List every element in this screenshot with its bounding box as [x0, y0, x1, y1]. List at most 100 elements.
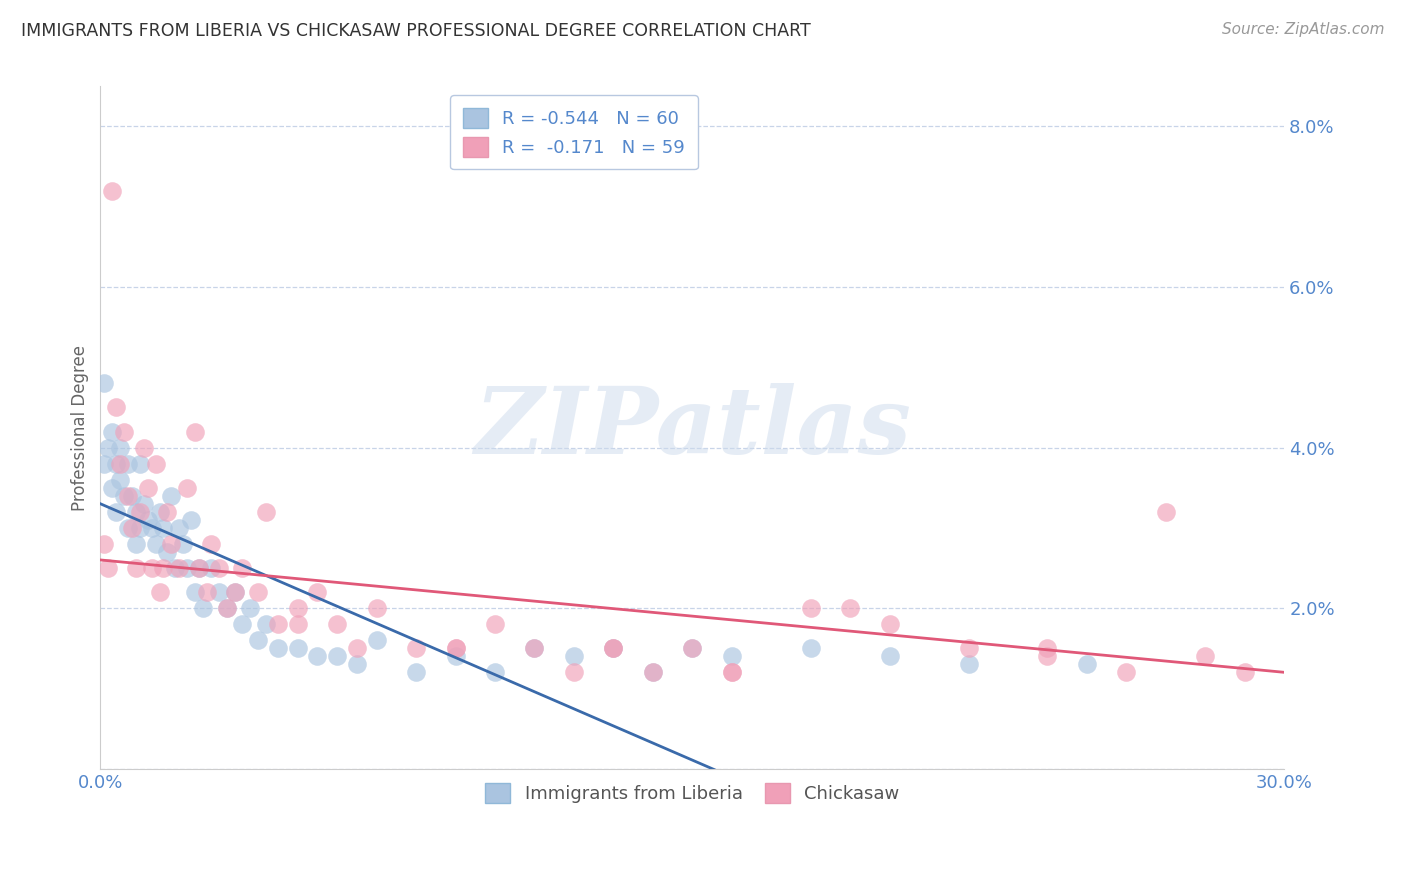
Point: [152, 521, 174, 535]
Point: [484, 617, 506, 632]
Point: [239, 601, 262, 615]
Point: [148, 585, 170, 599]
Point: [1036, 641, 1059, 656]
Point: [132, 497, 155, 511]
Point: [247, 633, 270, 648]
Y-axis label: Professional Degree: Professional Degree: [72, 344, 89, 510]
Point: [117, 521, 139, 535]
Point: [125, 561, 148, 575]
Point: [136, 481, 159, 495]
Point: [957, 657, 980, 672]
Point: [172, 537, 194, 551]
Point: [602, 641, 624, 656]
Point: [1233, 665, 1256, 680]
Point: [1076, 657, 1098, 672]
Point: [287, 601, 309, 615]
Point: [231, 561, 253, 575]
Point: [208, 585, 231, 599]
Point: [128, 521, 150, 535]
Point: [231, 617, 253, 632]
Point: [366, 633, 388, 648]
Point: [101, 425, 124, 439]
Point: [165, 561, 187, 575]
Point: [191, 601, 214, 615]
Point: [180, 513, 202, 527]
Point: [128, 505, 150, 519]
Point: [326, 617, 349, 632]
Point: [105, 457, 128, 471]
Text: ZIPatlas: ZIPatlas: [474, 383, 911, 473]
Point: [287, 641, 309, 656]
Point: [121, 489, 143, 503]
Point: [108, 473, 131, 487]
Point: [444, 649, 467, 664]
Point: [108, 457, 131, 471]
Point: [195, 585, 218, 599]
Point: [101, 481, 124, 495]
Point: [188, 561, 211, 575]
Point: [169, 521, 191, 535]
Point: [366, 601, 388, 615]
Point: [800, 641, 823, 656]
Point: [215, 601, 238, 615]
Point: [101, 184, 124, 198]
Point: [145, 457, 167, 471]
Point: [267, 617, 290, 632]
Point: [176, 481, 198, 495]
Point: [346, 641, 368, 656]
Point: [1115, 665, 1137, 680]
Point: [108, 441, 131, 455]
Point: [444, 641, 467, 656]
Point: [641, 665, 664, 680]
Point: [105, 505, 128, 519]
Point: [720, 665, 742, 680]
Point: [523, 641, 546, 656]
Point: [879, 649, 901, 664]
Text: IMMIGRANTS FROM LIBERIA VS CHICKASAW PROFESSIONAL DEGREE CORRELATION CHART: IMMIGRANTS FROM LIBERIA VS CHICKASAW PRO…: [21, 22, 811, 40]
Point: [200, 537, 222, 551]
Point: [1194, 649, 1216, 664]
Point: [224, 585, 246, 599]
Point: [307, 585, 329, 599]
Point: [346, 657, 368, 672]
Point: [444, 641, 467, 656]
Point: [800, 601, 823, 615]
Point: [125, 537, 148, 551]
Point: [117, 457, 139, 471]
Point: [879, 617, 901, 632]
Point: [1154, 505, 1177, 519]
Point: [125, 505, 148, 519]
Point: [562, 649, 585, 664]
Point: [97, 561, 120, 575]
Point: [141, 561, 163, 575]
Point: [1036, 649, 1059, 664]
Point: [287, 617, 309, 632]
Point: [208, 561, 231, 575]
Point: [405, 641, 427, 656]
Point: [484, 665, 506, 680]
Point: [160, 537, 183, 551]
Point: [188, 561, 211, 575]
Point: [112, 425, 135, 439]
Point: [720, 649, 742, 664]
Point: [215, 601, 238, 615]
Point: [326, 649, 349, 664]
Point: [176, 561, 198, 575]
Point: [93, 537, 115, 551]
Point: [523, 641, 546, 656]
Point: [200, 561, 222, 575]
Point: [93, 457, 115, 471]
Point: [254, 617, 277, 632]
Point: [957, 641, 980, 656]
Point: [145, 537, 167, 551]
Point: [141, 521, 163, 535]
Point: [93, 376, 115, 391]
Text: Source: ZipAtlas.com: Source: ZipAtlas.com: [1222, 22, 1385, 37]
Point: [307, 649, 329, 664]
Point: [184, 585, 207, 599]
Point: [562, 665, 585, 680]
Point: [136, 513, 159, 527]
Point: [224, 585, 246, 599]
Point: [97, 441, 120, 455]
Point: [112, 489, 135, 503]
